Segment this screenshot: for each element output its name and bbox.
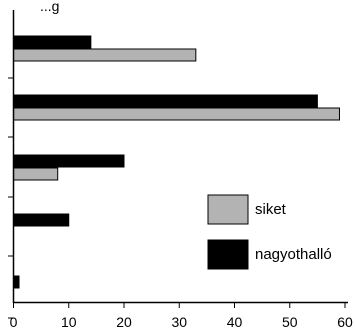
x-tick-label: 60 [337,314,353,330]
bar-siket-2 [13,107,340,121]
legend: siket nagyothalló [207,194,332,270]
legend-label: siket [255,201,287,218]
bar-nagyothallo-5 [13,275,20,289]
bar-nagyothallo-1 [13,35,92,49]
x-tick-label: 0 [10,314,18,330]
x-tick-label: 20 [116,314,132,330]
bar-nagyothallo-2 [13,94,318,108]
bars-group [8,35,340,319]
bar-siket-1 [13,48,197,62]
bar-siket-3 [13,167,59,181]
legend-label: nagyothalló [255,246,332,263]
bar-nagyothallo-4 [13,213,70,227]
bar-nagyothallo-3 [13,154,125,168]
legend-swatch [207,239,249,270]
x-tick-label: 50 [282,314,298,330]
x-ticks-group: 0 10 20 30 40 50 60 [10,302,353,330]
legend-swatch [207,194,249,225]
chart-title: ...g [40,0,59,14]
x-tick-label: 30 [171,314,187,330]
x-tick-label: 40 [227,314,243,330]
x-tick-label: 10 [61,314,77,330]
